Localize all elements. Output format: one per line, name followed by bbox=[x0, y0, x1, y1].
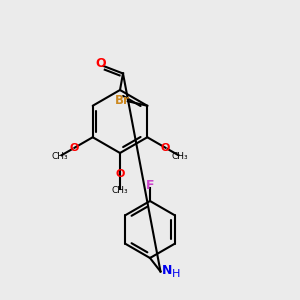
Text: F: F bbox=[146, 178, 154, 192]
Text: Br: Br bbox=[115, 94, 130, 107]
Text: H: H bbox=[172, 268, 180, 279]
Text: CH₃: CH₃ bbox=[171, 152, 188, 160]
Text: O: O bbox=[70, 143, 79, 153]
Text: O: O bbox=[161, 143, 170, 153]
Text: CH₃: CH₃ bbox=[52, 152, 69, 160]
Text: CH₃: CH₃ bbox=[112, 186, 128, 195]
Text: O: O bbox=[115, 169, 125, 179]
Text: O: O bbox=[95, 57, 106, 70]
Text: N: N bbox=[162, 263, 172, 277]
